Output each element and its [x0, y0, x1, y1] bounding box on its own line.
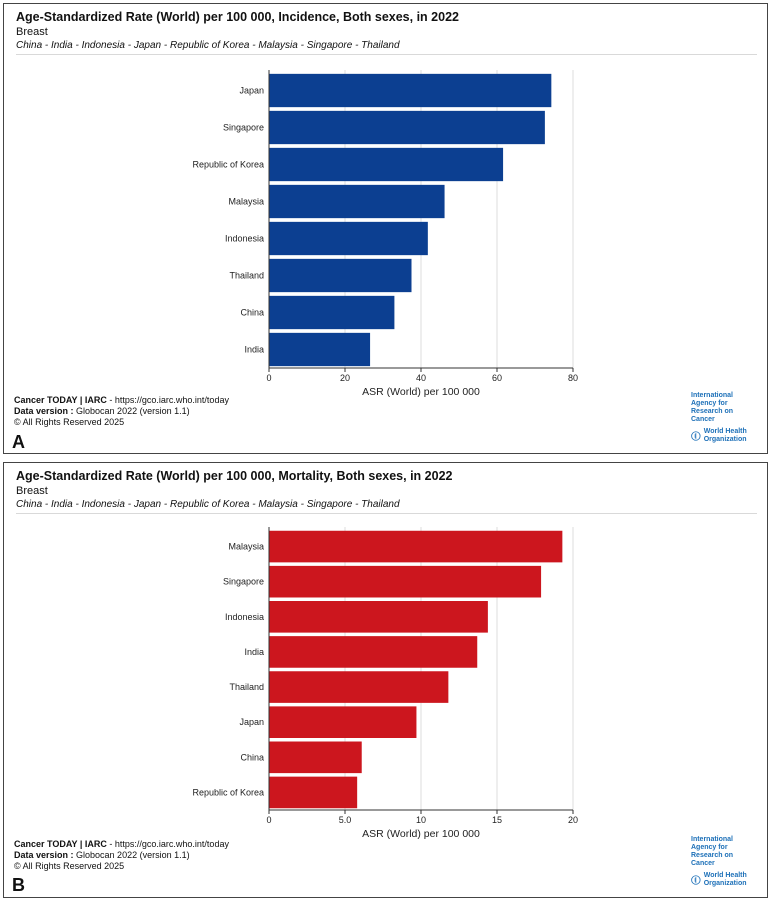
separator [16, 513, 757, 514]
x-tick-label: 60 [492, 373, 502, 383]
footer-rights: © All Rights Reserved 2025 [14, 417, 125, 427]
panel-label: B [12, 875, 25, 895]
footer-version: Globocan 2022 (version 1.1) [73, 850, 190, 860]
footer-source: Cancer TODAY | IARC [14, 839, 107, 849]
bar-republic-of-korea [269, 147, 504, 182]
category-label: Japan [239, 717, 264, 727]
countries-list: China - India - Indonesia - Japan - Repu… [16, 499, 400, 510]
footer-version-label: Data version : [14, 406, 74, 416]
x-tick-label: 5.0 [339, 815, 352, 825]
footer-url: - https://gco.iarc.who.int/today [106, 839, 229, 849]
footer-version-label: Data version : [14, 850, 74, 860]
bar-thailand [269, 258, 412, 293]
category-label: Malaysia [228, 542, 264, 552]
bar-japan [269, 706, 417, 738]
iarc-logo: International Agency for Research on Can… [691, 392, 734, 423]
category-label: Malaysia [228, 197, 264, 207]
category-label: Singapore [223, 577, 264, 587]
bar-india [269, 636, 478, 668]
bar-china [269, 741, 362, 774]
x-tick-label: 10 [416, 815, 426, 825]
x-tick-label: 20 [340, 373, 350, 383]
logos: International Agency for Research on Can… [691, 392, 757, 444]
who-logo: World Health Organization [703, 428, 747, 443]
category-label: China [240, 308, 264, 318]
iarc-logo: International Agency for Research on Can… [691, 836, 734, 867]
x-tick-label: 80 [568, 373, 578, 383]
footer-rights: © All Rights Reserved 2025 [14, 861, 125, 871]
x-tick-label: 15 [492, 815, 502, 825]
footer: Cancer TODAY | IARC - https://gco.iarc.w… [14, 395, 229, 428]
footer: Cancer TODAY | IARC - https://gco.iarc.w… [14, 839, 229, 872]
chart-subtitle: Breast [16, 485, 48, 497]
category-label: India [244, 647, 264, 657]
footer-source: Cancer TODAY | IARC [14, 395, 107, 405]
category-label: Singapore [223, 123, 264, 133]
bar-malaysia [269, 530, 563, 563]
bar-india [269, 332, 371, 367]
panel-mortality: Age-Standardized Rate (World) per 100 00… [3, 462, 768, 898]
panel-incidence: Age-Standardized Rate (World) per 100 00… [3, 3, 768, 454]
bar-malaysia [269, 184, 445, 219]
mortality-bar-chart: Malaysia Singapore Indonesia India Thailand J… [192, 527, 578, 840]
category-label: Republic of Korea [192, 160, 264, 170]
bar-japan [269, 73, 552, 108]
incidence-bar-chart: Japan Singapore Republic of Korea Malaysia I… [192, 70, 578, 398]
bar-indonesia [269, 221, 428, 256]
category-label: Republic of Korea [192, 787, 264, 797]
category-label: Japan [239, 86, 264, 96]
panel-label: A [12, 432, 25, 452]
bar-china [269, 295, 395, 330]
logos: International Agency for Research on Can… [691, 836, 757, 888]
who-emblem-icon [691, 875, 701, 885]
x-tick-label: 40 [416, 373, 426, 383]
category-label: Indonesia [225, 612, 264, 622]
bar-republic-of-korea [269, 776, 358, 809]
chart-subtitle: Breast [16, 26, 48, 38]
who-emblem-icon [691, 431, 701, 441]
bar-singapore [269, 110, 545, 145]
x-tick-label: 0 [266, 373, 271, 383]
chart-title: Age-Standardized Rate (World) per 100 00… [16, 469, 453, 483]
bar-thailand [269, 671, 449, 703]
category-label: Thailand [229, 682, 264, 692]
x-tick-label: 0 [266, 815, 271, 825]
countries-list: China - India - Indonesia - Japan - Repu… [16, 40, 400, 51]
x-axis-title: ASR (World) per 100 000 [362, 386, 480, 398]
bar-indonesia [269, 601, 488, 633]
chart-title: Age-Standardized Rate (World) per 100 00… [16, 10, 459, 24]
footer-url: - https://gco.iarc.who.int/today [106, 395, 229, 405]
separator [16, 54, 757, 55]
bar-singapore [269, 565, 542, 598]
footer-version: Globocan 2022 (version 1.1) [73, 406, 190, 416]
who-logo: World Health Organization [703, 872, 747, 887]
category-label: Indonesia [225, 234, 264, 244]
category-label: Thailand [229, 271, 264, 281]
category-label: China [240, 752, 264, 762]
category-label: India [244, 345, 264, 355]
x-axis-title: ASR (World) per 100 000 [362, 828, 480, 840]
x-tick-label: 20 [568, 815, 578, 825]
